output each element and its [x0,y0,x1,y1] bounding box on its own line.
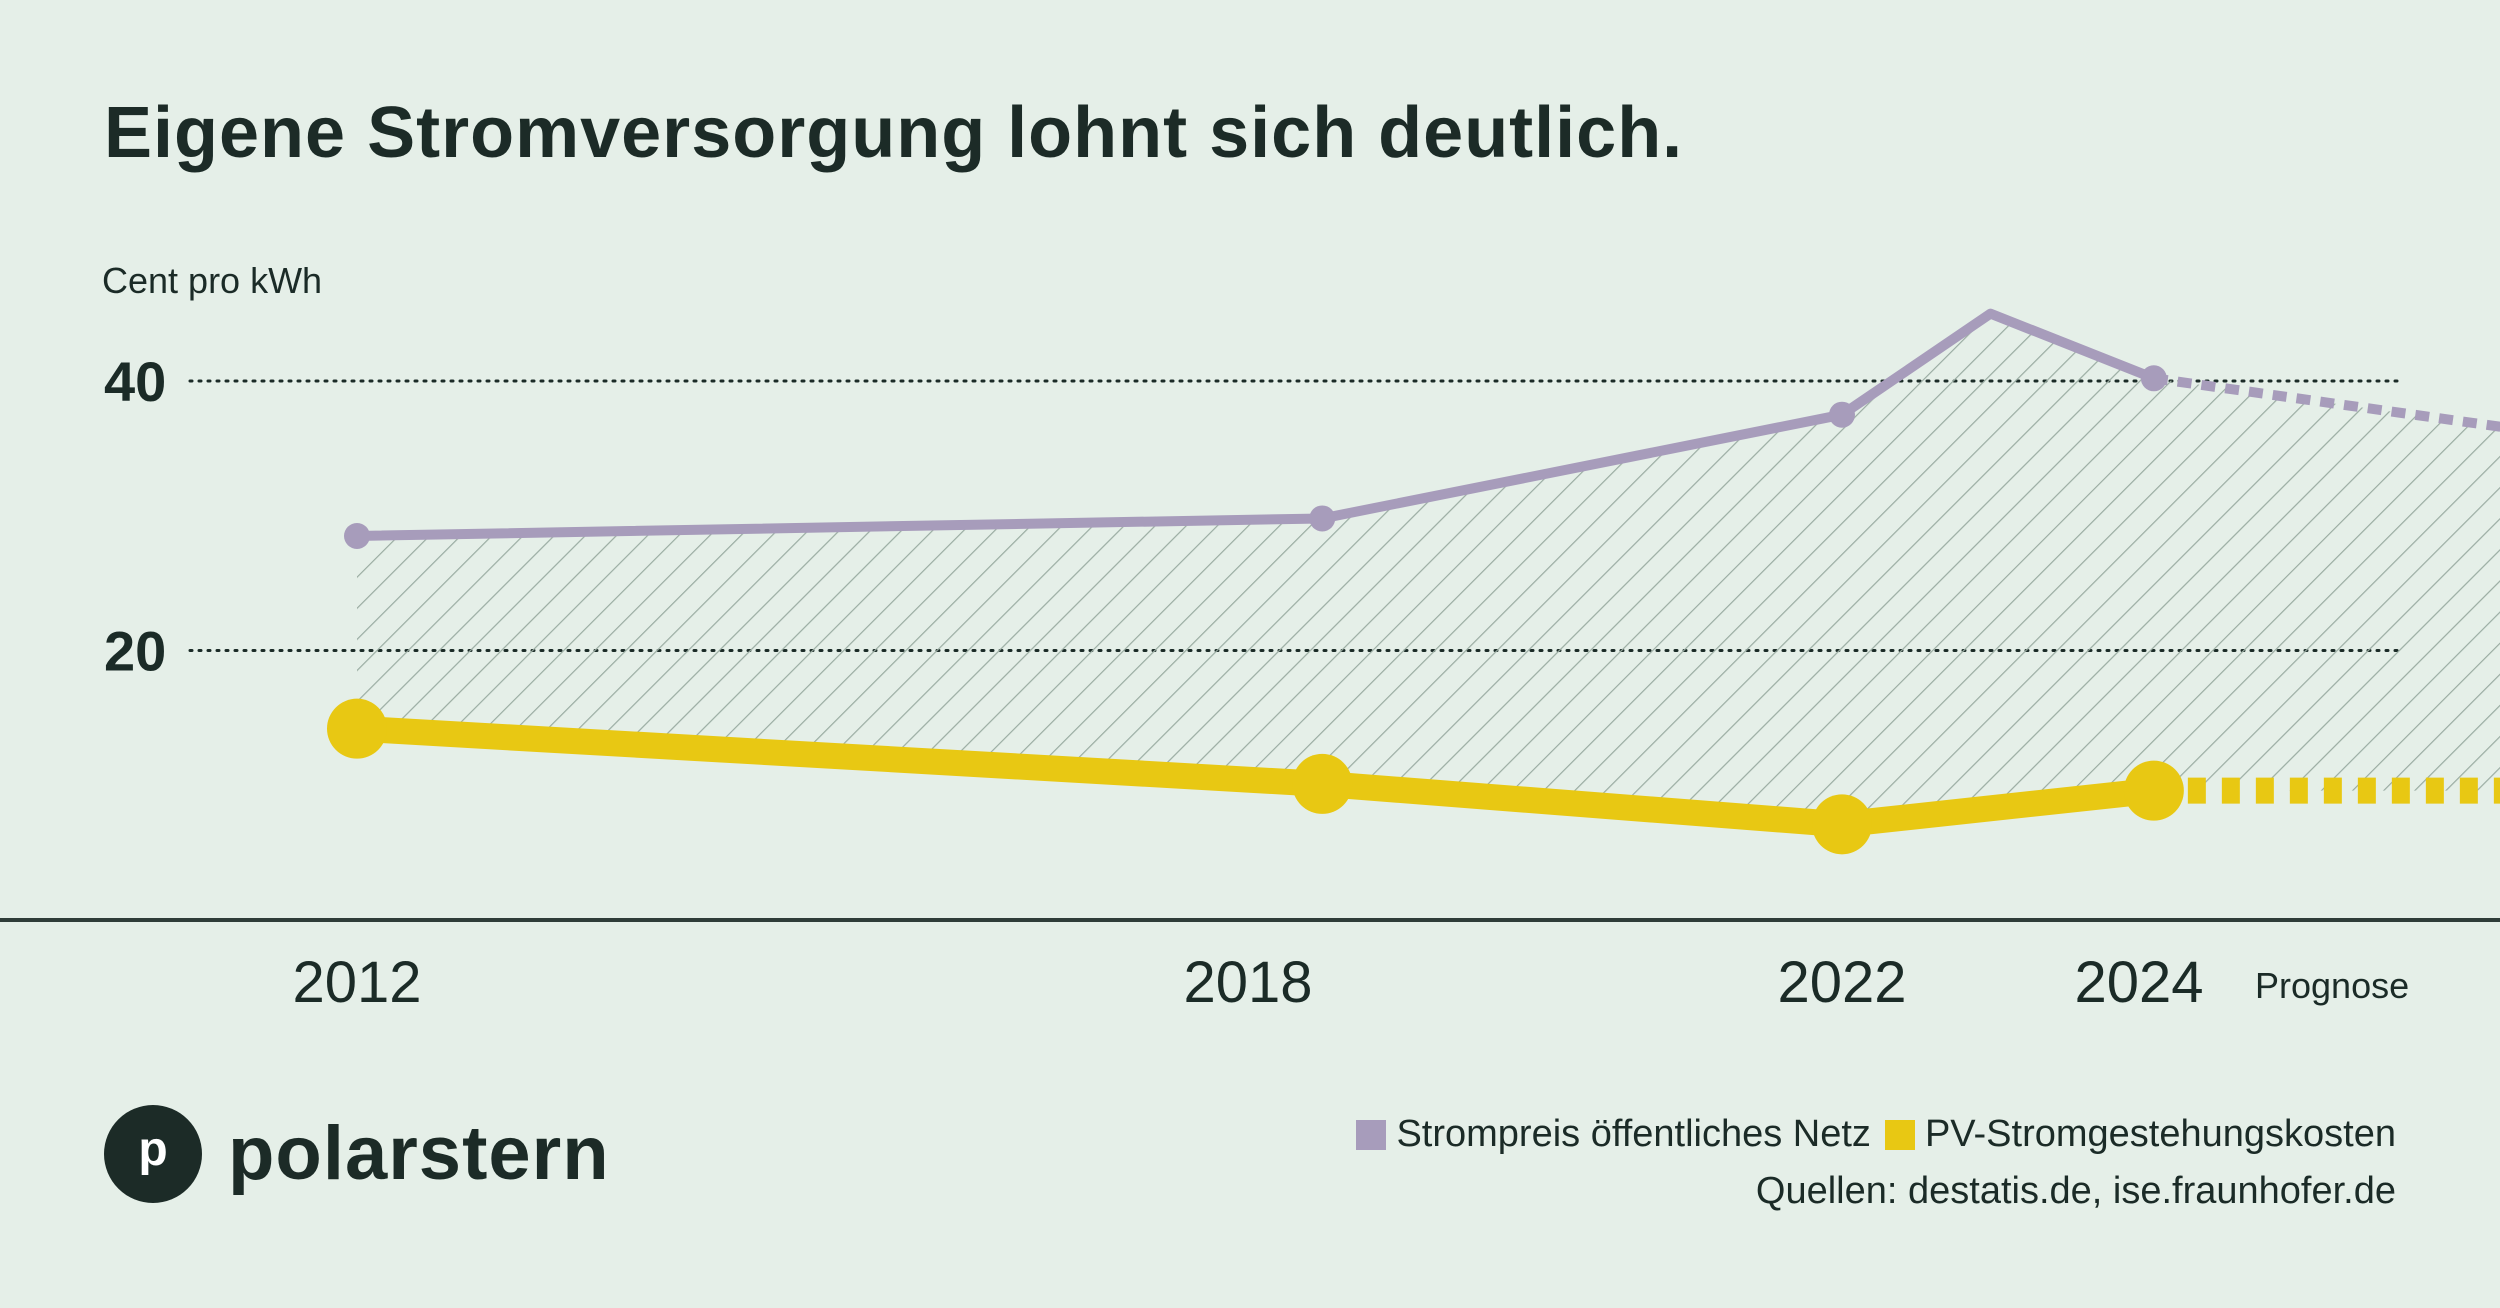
data-point-1-3 [2123,760,2184,821]
brand: p polarstern [104,1105,610,1203]
x-tick-label-2018: 2018 [1183,950,1312,1015]
legend-swatch-yellow [1884,1119,1915,1150]
x-tick-labels: 2012 2018 2022 2024 [292,950,2203,1015]
data-point-0-0 [344,522,370,549]
data-point-1-2 [1812,794,1872,855]
series-line-1 [344,715,2167,838]
legend-item-grid-price: Strompreis öffentliches Netz [1356,1113,1871,1156]
brand-logo-icon: p [104,1105,202,1203]
series-layer [327,308,2500,855]
forecast-label: Prognose [2255,965,2409,1006]
x-tick-label-2022: 2022 [1777,950,1906,1015]
sources-note: Quellen: destatis.de, ise.fraunhofer.de [1755,1170,2396,1212]
x-tick-label-2012: 2012 [292,950,421,1015]
y-tick-label-40: 40 [104,350,166,413]
series-forecast-0 [2153,373,2500,432]
brand-name: polarstern [228,1111,610,1196]
legend-label-pv-cost: PV-Stromgestehungskosten [1924,1113,2396,1155]
y-axis-label: Cent pro kWh [102,260,322,301]
data-point-1-1 [1292,753,1353,814]
legend: Strompreis öffentliches Netz PV-Stromges… [1342,1113,2396,1156]
savings-hatched-area [357,313,2500,825]
legend-item-pv-cost: PV-Stromgestehungskosten [1884,1113,2396,1156]
chart-title: Eigene Stromversorgung lohnt sich deutli… [104,93,1684,173]
x-tick-label-2024: 2024 [2074,950,2203,1015]
data-point-1-0 [327,698,387,759]
legend-swatch-purple [1356,1119,1387,1150]
data-point-0-2 [1829,401,1855,428]
legend-label-grid-price: Strompreis öffentliches Netz [1396,1113,1871,1155]
data-point-0-1 [1309,505,1336,532]
data-point-0-4 [2140,365,2167,392]
y-tick-label-20: 20 [104,620,166,683]
